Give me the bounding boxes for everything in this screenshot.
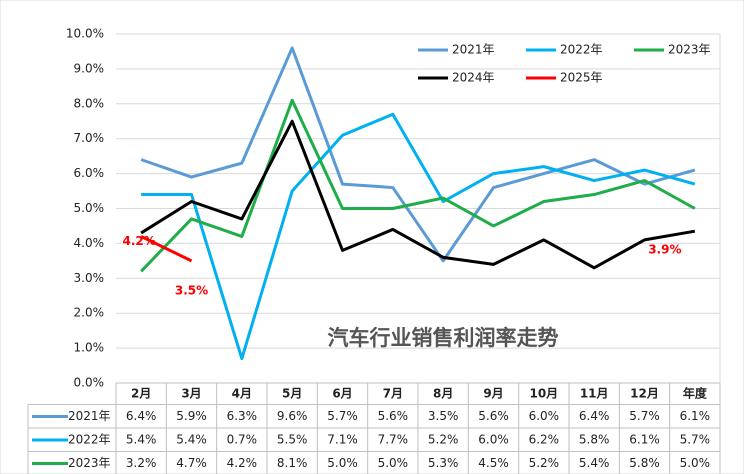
- table-row-label: 2022年: [68, 433, 111, 447]
- y-tick-label: 5.0%: [74, 201, 105, 215]
- table-cell: 8.1%: [277, 456, 308, 470]
- y-tick-label: 3.0%: [74, 271, 105, 285]
- table-cell: 6.1%: [629, 433, 660, 447]
- table-cell: 5.0%: [680, 456, 711, 470]
- table-cell: 5.7%: [680, 433, 711, 447]
- legend-label: 2024年: [452, 71, 495, 85]
- y-tick-label: 7.0%: [74, 131, 105, 145]
- table-cell: 6.4%: [126, 409, 157, 423]
- y-tick-label: 1.0%: [74, 341, 105, 355]
- x-tick-label: 7月: [383, 387, 403, 401]
- series-line: [140, 98, 696, 273]
- y-tick-label: 8.0%: [74, 96, 105, 110]
- table-cell: 7.1%: [327, 433, 358, 447]
- table-cell: 5.8%: [579, 433, 610, 447]
- table-cell: 6.2%: [529, 433, 560, 447]
- series-line: [140, 235, 193, 263]
- table-cell: 5.4%: [126, 433, 157, 447]
- y-tick-label: 10.0%: [66, 27, 104, 41]
- legend-label: 2021年: [452, 43, 495, 57]
- table-cell: 5.6%: [378, 409, 409, 423]
- x-tick-label: 5月: [282, 387, 302, 401]
- table-cell: 7.7%: [378, 433, 409, 447]
- table-cell: 5.2%: [428, 433, 459, 447]
- table-cell: 5.0%: [378, 456, 409, 470]
- y-tick-label: 0.0%: [74, 376, 105, 390]
- table-row-label: 2023年: [68, 456, 111, 470]
- table-cell: 6.0%: [529, 409, 560, 423]
- table-cell: 5.6%: [478, 409, 509, 423]
- table-cell: 5.8%: [629, 456, 660, 470]
- x-tick-label: 10月: [529, 387, 558, 401]
- annotation: 4.2%: [123, 234, 156, 248]
- table-cell: 6.1%: [680, 409, 711, 423]
- table-cell: 3.5%: [428, 409, 459, 423]
- table-cell: 6.0%: [478, 433, 509, 447]
- x-tick-label: 12月: [630, 387, 659, 401]
- y-tick-label: 6.0%: [74, 166, 105, 180]
- legend-label: 2023年: [668, 43, 711, 57]
- legend-label: 2025年: [560, 71, 603, 85]
- table-cell: 5.9%: [176, 409, 207, 423]
- table-cell: 5.2%: [529, 456, 560, 470]
- x-tick-label: 11月: [580, 387, 609, 401]
- table-cell: 4.7%: [176, 456, 207, 470]
- table-cell: 6.4%: [579, 409, 610, 423]
- y-tick-label: 2.0%: [74, 306, 105, 320]
- annotation: 3.9%: [648, 242, 681, 256]
- y-tick-label: 4.0%: [74, 236, 105, 250]
- y-tick-label: 9.0%: [74, 61, 105, 75]
- table-cell: 6.3%: [227, 409, 258, 423]
- legend-label: 2022年: [560, 43, 603, 57]
- x-tick-label: 4月: [232, 387, 252, 401]
- x-tick-label: 6月: [332, 387, 352, 401]
- series-line: [141, 112, 696, 361]
- chart-title: 汽车行业销售利润率走势: [328, 326, 559, 350]
- x-tick-label: 3月: [181, 387, 201, 401]
- x-tick-label: 9月: [483, 387, 503, 401]
- table-cell: 5.0%: [327, 456, 358, 470]
- series-line: [140, 46, 696, 263]
- table-cell: 5.7%: [629, 409, 660, 423]
- x-tick-label: 2月: [131, 387, 151, 401]
- annotation: 3.5%: [175, 283, 208, 297]
- table-cell: 4.5%: [478, 456, 509, 470]
- table-cell: 9.6%: [277, 409, 308, 423]
- table-cell: 3.2%: [126, 456, 157, 470]
- table-cell: 5.4%: [176, 433, 207, 447]
- x-tick-label: 8月: [433, 387, 453, 401]
- table-cell: 0.7%: [227, 433, 258, 447]
- table-cell: 5.3%: [428, 456, 459, 470]
- table-cell: 5.7%: [327, 409, 358, 423]
- table-cell: 4.2%: [227, 456, 258, 470]
- series-line: [140, 119, 696, 270]
- x-tick-label: 年度: [683, 386, 708, 401]
- table-cell: 5.5%: [277, 433, 308, 447]
- table-cell: 5.4%: [579, 456, 610, 470]
- table-row-label: 2021年: [68, 409, 111, 423]
